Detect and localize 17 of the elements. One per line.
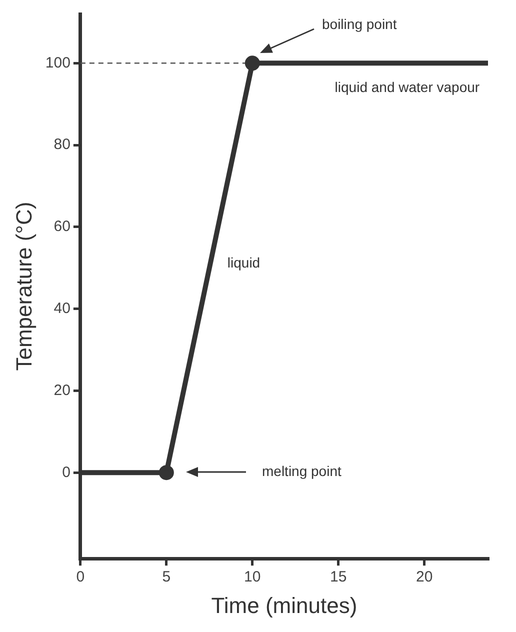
annotation: liquid and water vapour <box>334 78 480 95</box>
y-tick-label: 20 <box>54 382 70 399</box>
x-axis-title: Time (minutes) <box>211 592 358 618</box>
y-axis-title: Temperature (°C) <box>11 202 36 371</box>
y-tick-label: 0 <box>62 464 70 481</box>
x-tick-label: 10 <box>244 568 261 586</box>
annotation: boiling point <box>322 16 397 32</box>
annotation: liquid <box>227 254 260 271</box>
annotation: melting point <box>262 462 342 479</box>
x-tick-label: 15 <box>330 568 347 586</box>
y-tick-label: 40 <box>54 300 70 317</box>
x-tick-label: 5 <box>162 568 171 586</box>
y-tick-label: 80 <box>54 136 70 154</box>
x-tick-label: 20 <box>416 568 433 586</box>
y-tick-label: 100 <box>45 54 70 72</box>
y-tick-label: 60 <box>54 218 70 236</box>
x-tick-label: 0 <box>76 568 85 586</box>
